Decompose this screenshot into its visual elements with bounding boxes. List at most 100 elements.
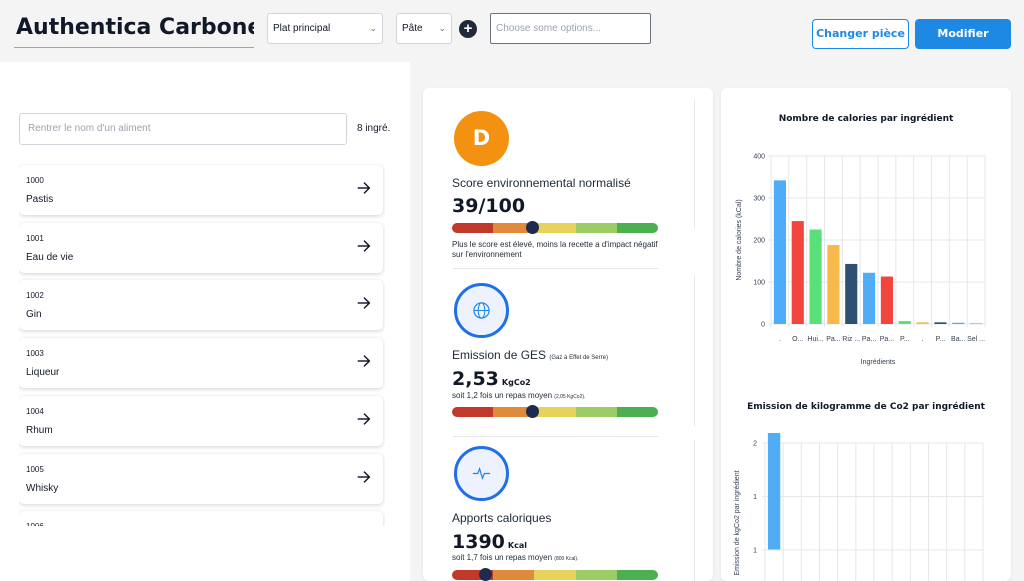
y-tick-label: 300 [753,196,765,203]
ingredient-code: 1006 [26,522,44,526]
scale-segment [534,407,576,417]
y-tick-label: 200 [753,238,765,245]
ingredient-item[interactable]: 1003 Liqueur [19,338,383,389]
divider [453,436,658,437]
ges-value: 2,53 KgCo2 [452,368,531,390]
scale-segment [534,570,576,580]
divider [453,268,658,269]
calories-scale [452,570,658,580]
ges-label: Emission de GES (Gaz à Effet de Serre) [452,348,608,362]
recipe-title-input[interactable]: Authentica Carbone [14,10,254,48]
x-tick-label: . [779,336,781,343]
ges-value-number: 2,53 [452,368,499,390]
scale-segment [493,570,535,580]
change-piece-button[interactable]: Changer pièce [812,19,909,49]
scale-segment [575,223,617,233]
scale-segment [575,570,617,580]
arrow-right-icon[interactable] [355,352,373,370]
ingredient-name: Liqueur [26,367,60,379]
calories-comparison: soit 1,7 fois un repas moyen (800 Kcal). [452,553,578,562]
chevron-down-icon: ⌄ [438,23,446,33]
ingredient-item[interactable]: 1000 Pastis [19,165,383,215]
ingredient-name: Eau de vie [26,251,74,263]
bar [898,321,911,324]
y-axis-label: Nombre de calories (kCal) [736,199,743,280]
ges-label-text: Emission de GES [452,348,547,362]
ingredient-code: 1001 [26,233,44,243]
x-tick-label: P... [900,336,910,343]
bar [880,276,893,324]
chart-panel: Nombre de calories par ingrédient 0 100 20… [721,88,1011,581]
ingredient-item[interactable]: 1002 Gin [19,280,383,331]
ingredient-code: 1000 [26,176,44,185]
subcategory-select[interactable]: Pâte ⌄ [396,13,452,44]
calories-chart-title: Nombre de calories par ingrédient [778,114,954,124]
scale-segment [452,223,494,233]
bar [934,322,947,324]
add-icon[interactable]: + [459,20,477,38]
x-tick-label: Riz ... [842,336,860,343]
ges-comparison-text: soit 1,2 fois un repas moyen [452,391,553,400]
scale-segment [493,223,535,233]
arrow-right-icon[interactable] [355,294,373,312]
ingredient-item[interactable]: 1004 Rhum [19,395,383,446]
ingredient-count: 8 ingré. [357,123,391,134]
x-tick-label: P... [936,336,946,343]
ingredient-item[interactable]: 1001 Eau de vie [19,222,383,273]
subcategory-select-value: Pâte [402,23,423,34]
bar [863,272,876,324]
modify-button[interactable]: Modifier [915,19,1011,49]
ingredient-code: 1005 [26,464,44,474]
ges-comparison: soit 1,2 fois un repas moyen (2,05 KgCo2… [452,391,585,400]
scale-segment [616,570,658,580]
arrow-right-icon[interactable] [355,410,373,428]
ingredient-name: Rhum [26,424,53,436]
calories-value-number: 1390 [452,531,505,553]
x-tick-label: Pa... [862,336,876,343]
scale-segment [534,223,576,233]
bar [767,433,781,550]
co2-chart: 2 1 1 Emission de kgCo2 par ingrédient [734,433,984,581]
ges-indicator [526,405,540,418]
scale-segment [616,223,658,233]
x-tick-label: Pa... [880,336,894,343]
co2-chart-title: Emission de kilogramme de Co2 par ingréd… [747,402,985,412]
x-tick-label: . [922,336,924,343]
globe-icon [454,283,509,338]
scale-segment [452,407,494,417]
y-tick-label: 1 [753,548,757,555]
x-tick-label: Pa... [826,336,840,343]
x-axis-label: Ingrédients [861,359,896,366]
bar [952,322,965,324]
ges-comparison-small: (2,05 KgCo2). [554,394,586,400]
divider [694,100,695,228]
scale-segment [452,570,494,580]
x-tick-label: Ba... [951,336,965,343]
ingredient-item[interactable]: 1005 Whisky [19,453,383,504]
env-score-description: Plus le score est élevé, moins la recett… [452,240,658,259]
arrow-right-icon[interactable] [355,468,373,486]
chevron-down-icon: ⌄ [369,23,377,33]
ingredient-panel: Rentrer le nom d'un aliment 8 ingré. 100… [0,62,410,581]
env-score-indicator [526,221,540,234]
divider [694,276,695,426]
bar [845,263,858,324]
scale-segment [616,407,658,417]
options-multiselect[interactable]: Choose some options... [490,13,651,44]
arrow-right-icon[interactable] [355,179,373,197]
bar [809,229,822,324]
ingredient-name: Whisky [26,482,59,494]
y-tick-label: 0 [761,322,765,329]
divider [694,440,695,581]
env-score-label: Score environnemental normalisé [452,176,631,190]
score-panel: D Score environnemental normalisé 39/100… [423,88,713,581]
ingredient-item[interactable]: 1006 [19,511,383,526]
arrow-right-icon[interactable] [355,237,373,255]
top-toolbar: Authentica Carbone Plat principal ⌄ Pâte… [0,0,1024,62]
ingredient-search-input[interactable]: Rentrer le nom d'un aliment [19,113,347,145]
calories-comparison-text: soit 1,7 fois un repas moyen [452,553,553,562]
bar [916,322,929,324]
category-select[interactable]: Plat principal ⌄ [267,13,383,44]
bar [827,245,840,324]
